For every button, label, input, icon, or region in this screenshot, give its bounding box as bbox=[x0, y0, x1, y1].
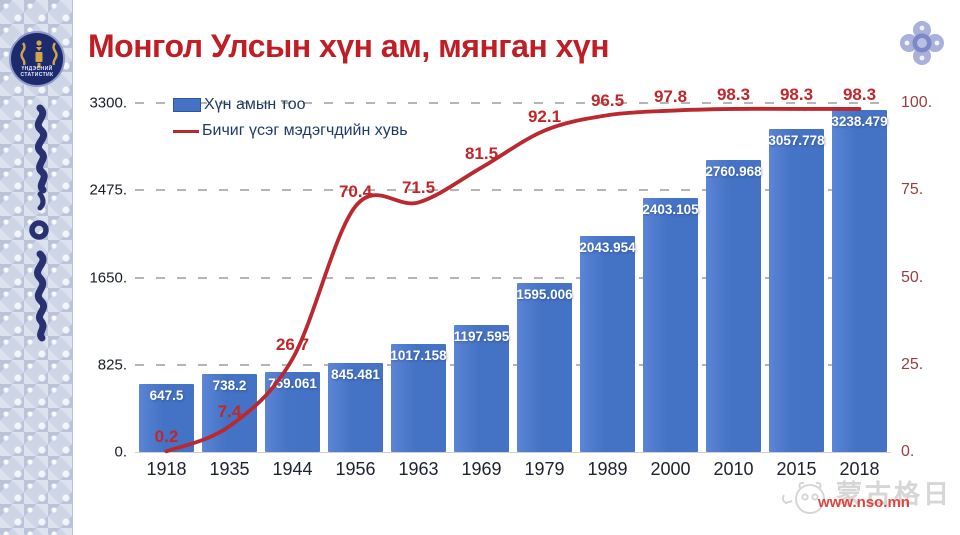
quatrefoil-ornament-icon bbox=[900, 21, 944, 65]
x-axis-tick-label: 1989 bbox=[587, 459, 628, 479]
x-axis-tick-label: 2018 bbox=[839, 459, 880, 479]
watermark-mascot-icon bbox=[781, 481, 825, 514]
bar-value-label: 845.481 bbox=[331, 366, 380, 382]
population-bar bbox=[769, 128, 824, 452]
x-axis-tick-label: 1944 bbox=[272, 459, 313, 479]
line-point-label: 98.3 bbox=[842, 84, 877, 104]
bar-value-label: 647.5 bbox=[149, 387, 184, 403]
soyombo-emblem-icon bbox=[20, 40, 58, 68]
population-bar bbox=[643, 197, 698, 452]
y-axis-tick-right: 75. bbox=[901, 181, 924, 199]
bar-value-label: 2043.954 bbox=[579, 239, 636, 255]
population-bar bbox=[832, 109, 887, 452]
legend-label: Хүн амын тоо bbox=[204, 96, 306, 113]
watermark-brand-text: 蒙古格日 bbox=[836, 479, 953, 509]
x-axis-tick-label: 1963 bbox=[398, 459, 439, 479]
x-axis-tick-label: 2015 bbox=[776, 459, 817, 479]
bar-value-label: 759.061 bbox=[268, 375, 317, 391]
y-axis-tick-left: 0. bbox=[114, 443, 127, 461]
x-axis-line bbox=[135, 452, 891, 453]
population-bar bbox=[580, 235, 635, 452]
bar-value-label: 1017.158 bbox=[390, 348, 447, 364]
line-point-label: 98.3 bbox=[779, 84, 814, 104]
x-axis-tick-label: 1935 bbox=[209, 459, 250, 479]
bar-value-label: 3238.479 bbox=[831, 113, 888, 129]
y-axis-tick-left: 825. bbox=[97, 356, 127, 374]
y-axis-tick-left: 1650. bbox=[89, 269, 127, 286]
bar-value-label: 1197.595 bbox=[453, 329, 510, 345]
bar-value-label: 738.2 bbox=[212, 377, 247, 393]
x-axis-tick-label: 2010 bbox=[713, 459, 754, 479]
line-point-label: 98.3 bbox=[716, 84, 751, 104]
bar-value-label: 1595.006 bbox=[516, 287, 573, 303]
y-axis-tick-left: 3300. bbox=[89, 94, 127, 112]
page-title: Монгол Улсын хүн ам, мянган хүн bbox=[88, 28, 610, 64]
line-point-label: 96.5 bbox=[590, 91, 625, 111]
population-bar bbox=[517, 283, 572, 452]
x-axis-tick-label: 1969 bbox=[461, 459, 502, 479]
gridline bbox=[135, 102, 891, 104]
bar-value-label: 2760.968 bbox=[705, 164, 762, 179]
x-axis-tick-label: 1979 bbox=[524, 459, 565, 479]
line-point-label: 0.2 bbox=[154, 427, 179, 447]
line-point-label: 81.5 bbox=[464, 143, 499, 163]
line-point-label: 97.8 bbox=[653, 86, 688, 106]
line-point-label: 26.7 bbox=[275, 334, 310, 354]
line-point-label: 7.4 bbox=[217, 402, 242, 422]
legend-item-population: Хүн амын тоо bbox=[173, 92, 408, 118]
logo-text: ҮНДЭСНИЙ СТАТИСТИК bbox=[20, 66, 54, 78]
line-point-label: 92.1 bbox=[527, 106, 562, 126]
x-axis-tick-label: 1918 bbox=[146, 459, 187, 479]
line-point-label: 70.4 bbox=[338, 182, 373, 202]
mongolian-script-decoration bbox=[29, 104, 49, 342]
y-axis-tick-right: 0. bbox=[901, 443, 915, 460]
bar-value-label: 2403.105 bbox=[642, 201, 699, 217]
legend-label: Бичиг үсэг мэдэгчдийн хувь bbox=[202, 122, 408, 139]
decorative-sidebar: ҮНДЭСНИЙ СТАТИСТИК bbox=[0, 0, 73, 535]
watermark-url: www.nso.mn bbox=[818, 494, 910, 511]
legend-bar-swatch-icon bbox=[173, 98, 201, 112]
population-bar bbox=[706, 160, 761, 452]
line-point-label: 71.5 bbox=[401, 178, 436, 198]
bar-value-label: 3057.778 bbox=[768, 132, 825, 148]
legend-line-swatch-icon bbox=[173, 129, 199, 133]
y-axis-tick-right: 50. bbox=[901, 268, 924, 286]
national-statistics-logo: ҮНДЭСНИЙ СТАТИСТИК bbox=[9, 31, 65, 87]
x-axis-tick-label: 2000 bbox=[650, 459, 691, 479]
y-axis-tick-right: 100. bbox=[901, 94, 933, 111]
y-axis-tick-left: 2475. bbox=[89, 181, 127, 199]
x-axis-tick-label: 1956 bbox=[335, 459, 376, 479]
y-axis-tick-right: 25. bbox=[901, 355, 924, 373]
legend-item-literacy: Бичиг үсэг мэдэгчдийн хувь bbox=[173, 118, 408, 144]
legend: Хүн амын тоо Бичиг үсэг мэдэгчдийн хувь bbox=[173, 92, 408, 144]
